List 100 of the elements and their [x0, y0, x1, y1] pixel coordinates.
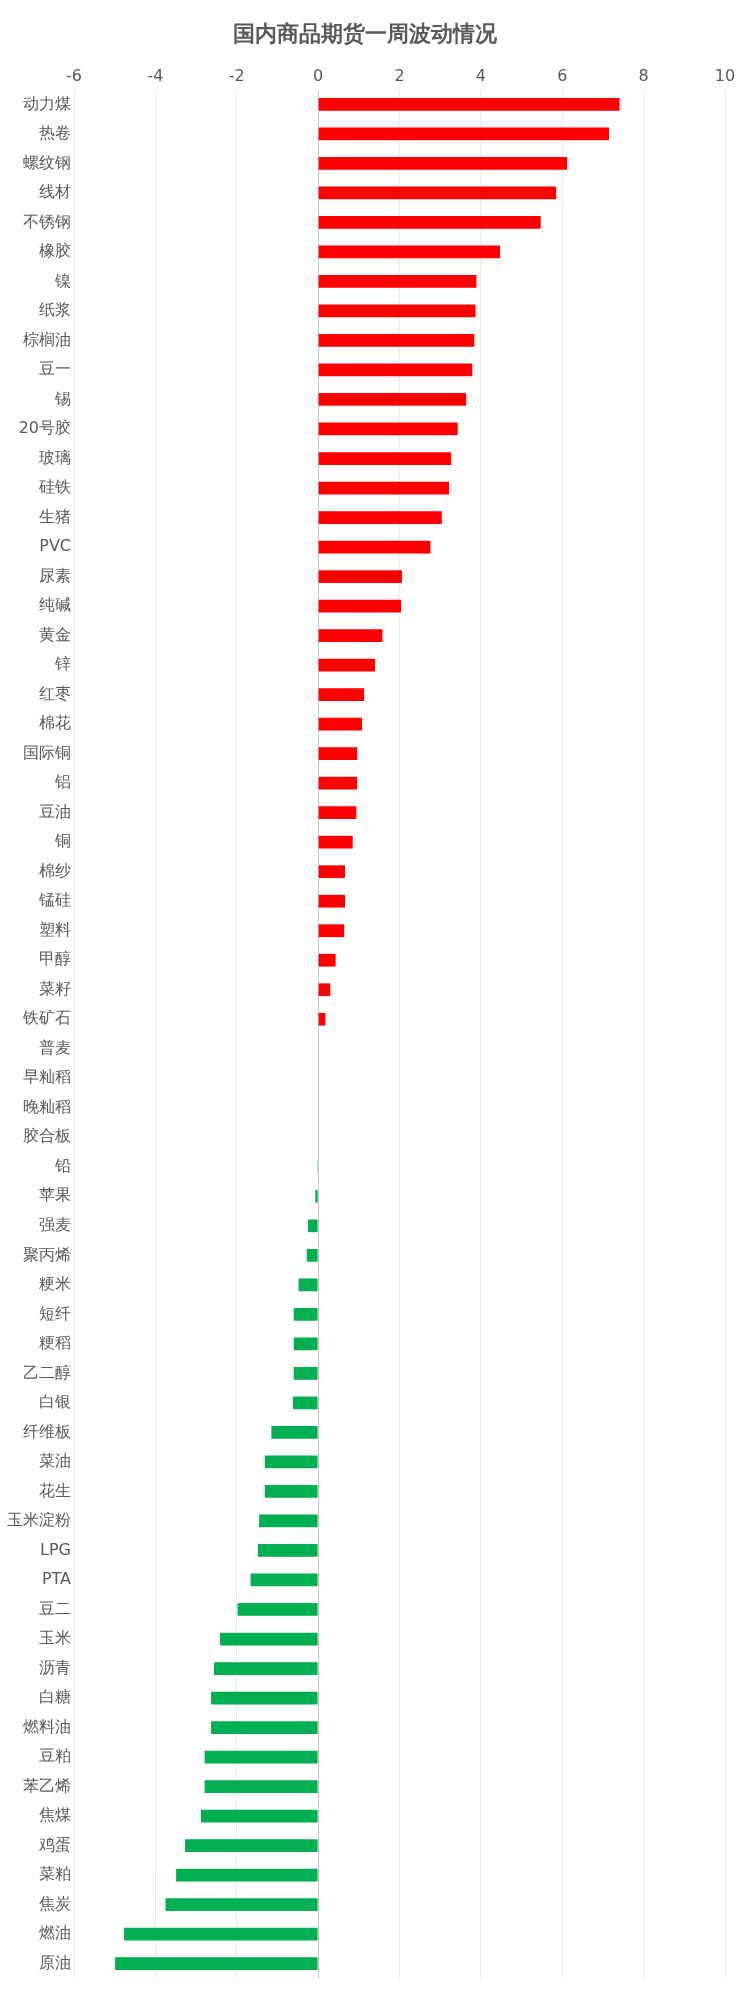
y-tick-label: 铜 [54, 831, 71, 851]
bar [318, 658, 376, 672]
y-tick-label: 动力煤 [23, 93, 71, 113]
y-tick-label: 塑料 [39, 919, 71, 939]
y-tick-label: 普麦 [39, 1037, 71, 1057]
y-tick-label: 红枣 [39, 683, 71, 703]
y-tick-label: 纸浆 [39, 300, 71, 320]
y-tick-label: 纯碱 [39, 595, 71, 615]
bar [204, 1750, 318, 1764]
bar [318, 688, 365, 701]
y-tick-label: 白糖 [39, 1687, 71, 1707]
bar [271, 1426, 318, 1439]
bar [318, 599, 402, 613]
y-tick-label: 铝 [54, 772, 71, 792]
y-tick-label: 线材 [39, 182, 71, 202]
y-tick-label: 强麦 [39, 1214, 71, 1234]
y-tick-label: 鸡蛋 [38, 1834, 71, 1854]
bar [318, 422, 458, 436]
x-tick-label: 8 [638, 66, 649, 86]
y-tick-label: 生猪 [39, 506, 71, 526]
x-tick-label: 2 [394, 66, 405, 86]
bar [115, 1957, 318, 1971]
bar [292, 1396, 318, 1410]
y-tick-label: 黄金 [39, 624, 71, 644]
bar [318, 983, 331, 997]
y-tick-label: 铁矿石 [22, 1008, 71, 1028]
y-tick-label: 豆一 [39, 359, 71, 379]
y-tick-label: 螺纹钢 [23, 152, 71, 172]
y-tick-label: 玻璃 [39, 447, 71, 467]
bar [318, 452, 452, 465]
y-tick-label: 菜粕 [39, 1864, 71, 1884]
bar [318, 924, 345, 938]
y-tick-label: 苹果 [39, 1185, 71, 1205]
x-tick-label: -2 [228, 66, 245, 86]
bar [293, 1307, 318, 1321]
bar [318, 481, 450, 495]
bar [220, 1632, 318, 1646]
y-tick-label: 甲醇 [39, 949, 71, 969]
bar [318, 334, 475, 347]
bar [250, 1573, 318, 1587]
bar [318, 717, 363, 731]
bar [318, 1012, 326, 1026]
bar [204, 1780, 318, 1793]
bar [318, 629, 383, 642]
bar [185, 1839, 318, 1852]
bar [165, 1898, 318, 1911]
bar [318, 747, 358, 761]
bar [213, 1662, 318, 1675]
y-tick-label: 燃油 [39, 1923, 71, 1943]
y-tick-label: 焦煤 [39, 1805, 71, 1825]
y-tick-label: 橡胶 [39, 241, 71, 261]
bar [257, 1544, 318, 1557]
x-tick-label: -6 [66, 66, 82, 86]
bar [124, 1927, 318, 1941]
bar [264, 1485, 318, 1498]
y-tick-label: 花生 [39, 1480, 71, 1500]
y-tick-label: 玉米淀粉 [7, 1510, 71, 1530]
bar [318, 570, 402, 583]
bar [318, 97, 620, 111]
chart-title: 国内商品期货一周波动情况 [232, 20, 498, 46]
y-tick-label: 粳米 [39, 1274, 71, 1294]
bar [318, 216, 541, 229]
bar [318, 894, 345, 908]
y-tick-label: 锰硅 [38, 890, 71, 910]
y-tick-label: 国际铜 [23, 742, 71, 762]
y-tick-label: 镍 [54, 270, 71, 290]
bar [318, 953, 336, 967]
y-tick-label: 硅铁 [38, 477, 71, 497]
y-tick-label: 沥青 [39, 1657, 71, 1677]
bar [237, 1603, 318, 1616]
y-tick-label: 苯乙烯 [23, 1775, 71, 1795]
y-tick-label: PVC [39, 536, 71, 556]
y-tick-label: 豆油 [39, 801, 71, 821]
bar [318, 776, 358, 790]
y-tick-label: 白银 [39, 1392, 71, 1412]
y-tick-label: 燃料油 [23, 1716, 71, 1736]
bar [211, 1721, 318, 1734]
bar [318, 540, 431, 554]
x-tick-label: -4 [147, 66, 164, 86]
y-tick-label: 玉米 [39, 1628, 71, 1648]
bar [293, 1367, 318, 1380]
y-tick-label: 豆二 [39, 1598, 71, 1618]
bar [200, 1809, 318, 1823]
bar [318, 835, 353, 849]
x-tick-label: 6 [557, 66, 568, 86]
y-tick-label: LPG [40, 1539, 71, 1559]
bar [315, 1189, 318, 1203]
bar [318, 393, 467, 406]
y-tick-label: 豆粕 [39, 1746, 71, 1766]
y-tick-label: 棉纱 [39, 860, 71, 880]
y-tick-label: 乙二醇 [23, 1362, 71, 1382]
bar [318, 806, 357, 820]
bar [318, 511, 442, 524]
bar [318, 275, 477, 288]
y-tick-label: 尿素 [39, 565, 71, 585]
x-tick-label: 0 [313, 66, 324, 86]
x-tick-label: 4 [475, 66, 486, 86]
x-tick-label: 10 [714, 66, 736, 86]
bar [318, 865, 345, 879]
y-tick-label: 聚丙烯 [23, 1244, 71, 1264]
